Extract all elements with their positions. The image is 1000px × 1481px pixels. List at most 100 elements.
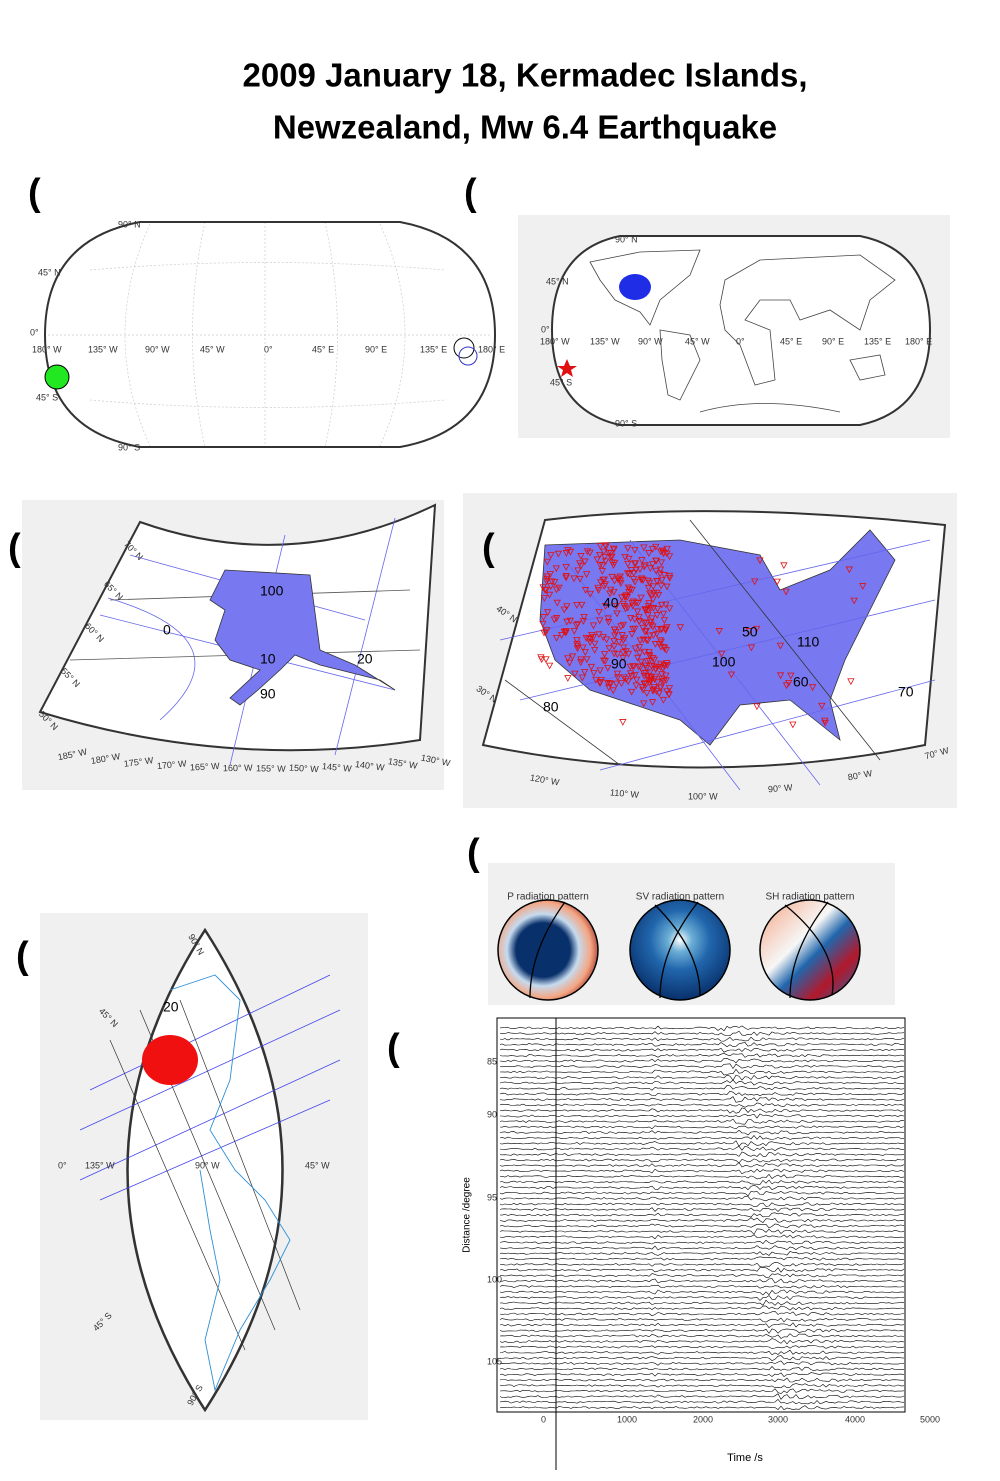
y-tick-label: 90 (487, 1109, 497, 1119)
station (645, 550, 653, 557)
trace (499, 1063, 905, 1070)
station (641, 562, 649, 570)
station (595, 631, 603, 639)
station (562, 563, 570, 571)
trace (499, 1207, 905, 1212)
trace (499, 1025, 905, 1032)
trace (499, 1284, 905, 1289)
station (562, 573, 570, 580)
station (594, 587, 603, 594)
station (642, 627, 651, 635)
trace (499, 1393, 905, 1400)
station (619, 719, 627, 726)
contour-label: 100 (712, 654, 736, 670)
trace (499, 1388, 905, 1395)
station (782, 682, 791, 690)
station (601, 581, 610, 589)
station (610, 626, 619, 634)
event-star (557, 359, 577, 377)
station (656, 566, 665, 574)
station (649, 605, 658, 612)
station (715, 628, 723, 635)
lat-label: 90° S (118, 442, 140, 452)
station (543, 578, 551, 585)
station (604, 619, 613, 626)
lon-label: 45° E (780, 336, 802, 346)
station (601, 603, 610, 610)
trace (499, 1191, 905, 1197)
station (596, 543, 604, 550)
station (850, 597, 858, 605)
station (650, 676, 659, 683)
lon-label: 180° W (540, 336, 570, 346)
grid-line (504, 519, 881, 766)
station (628, 631, 636, 638)
station (560, 606, 568, 614)
station (613, 575, 622, 583)
station (591, 640, 599, 648)
contour-label: 100 (260, 583, 284, 599)
station (550, 579, 559, 586)
station (565, 659, 574, 667)
station (600, 651, 609, 658)
station (608, 573, 616, 581)
trace (499, 1085, 905, 1091)
trace (499, 1107, 905, 1114)
panel-e (40, 913, 368, 1420)
pattern-title: SV radiation pattern (636, 892, 724, 903)
station (624, 650, 633, 658)
station (564, 547, 572, 554)
station (633, 608, 642, 616)
contour-label: 10 (260, 651, 276, 667)
station (573, 637, 581, 644)
radiation-pattern (629, 899, 731, 1001)
station (618, 632, 626, 639)
station (564, 655, 572, 663)
station (656, 664, 665, 671)
station (572, 622, 581, 629)
station (576, 575, 584, 583)
station (808, 684, 817, 692)
station (581, 649, 589, 656)
trace (499, 1317, 905, 1323)
lat-label: 45° S (36, 392, 58, 402)
station (582, 634, 590, 642)
station (607, 586, 615, 594)
station (631, 672, 639, 679)
station (660, 572, 668, 579)
lon-label: 90° W (195, 1160, 220, 1170)
station (659, 696, 668, 704)
x-tick-label: 3000 (768, 1414, 788, 1424)
station (665, 691, 673, 699)
station (555, 584, 563, 592)
station (657, 559, 666, 567)
station (606, 680, 615, 688)
station (574, 620, 582, 628)
station (602, 543, 610, 551)
trace (499, 1030, 905, 1036)
trace (499, 1042, 905, 1048)
y-tick-label: 85 (487, 1056, 497, 1066)
contour-line (499, 539, 936, 791)
trace (499, 1125, 905, 1130)
lon-label: 165° W (190, 761, 221, 773)
station (645, 657, 653, 665)
station (648, 561, 657, 569)
station (636, 637, 644, 645)
map-outline (43, 221, 497, 448)
station (658, 678, 666, 685)
station (657, 548, 665, 556)
station (621, 553, 629, 561)
station (582, 571, 591, 578)
lon-label: 90° E (365, 344, 387, 354)
station (577, 659, 585, 667)
station (625, 571, 634, 578)
station (599, 576, 607, 584)
contour-label: 70 (898, 684, 914, 700)
station (571, 670, 579, 678)
station (581, 587, 590, 594)
station (639, 686, 647, 694)
station (624, 584, 633, 592)
station (610, 638, 618, 645)
